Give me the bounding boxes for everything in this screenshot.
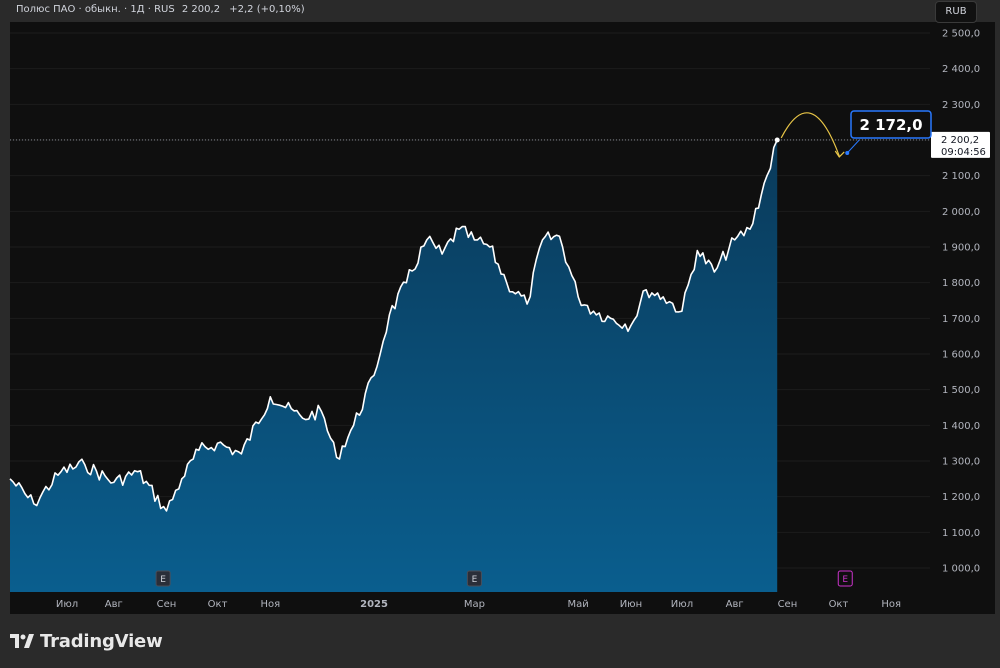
price-area: [9, 139, 778, 592]
current-price-value: 2 200,2: [941, 135, 979, 146]
currency-button[interactable]: RUB: [935, 1, 977, 23]
current-price-time: 09:04:56: [941, 147, 986, 158]
time-tick-label: Авг: [105, 599, 123, 610]
time-tick-label: Окт: [829, 599, 849, 610]
earnings-marker-box[interactable]: [466, 570, 482, 587]
time-tick-label: Май: [568, 599, 589, 610]
price-tick-label: 2 400,0: [942, 64, 980, 75]
time-tick-label: Июл: [56, 599, 78, 610]
time-tick-label: Сен: [157, 599, 177, 610]
price-tick-label: 2 500,0: [942, 29, 980, 40]
time-tick-label: 2025: [360, 599, 388, 610]
price-tick-label: 2 100,0: [942, 171, 980, 182]
price-tick-label: 1 500,0: [942, 385, 980, 396]
area-fill: [10, 140, 778, 592]
price-line: [9, 139, 778, 512]
price-tick-label: 1 200,0: [942, 492, 980, 503]
earnings-marker-label: E: [160, 575, 166, 585]
price-tick-label: 1 400,0: [942, 421, 980, 432]
symbol-header[interactable]: Полюс ПАО · обыкн. · 1Д · RUS 2 200,2 +2…: [16, 4, 305, 18]
last-price: 2 200,2: [181, 4, 221, 15]
price-tick-label: 1 300,0: [942, 457, 980, 468]
price-tick-label: 1 600,0: [942, 350, 980, 361]
price-axis[interactable]: [930, 22, 995, 614]
symbol-title[interactable]: Полюс ПАО · обыкн. · 1Д · RUS: [16, 4, 175, 15]
price-overlays: 2 200,209:04:56 2 172,0: [10, 110, 990, 158]
price-axis-ticks: 2 500,02 400,02 300,02 200,02 100,02 000…: [942, 29, 980, 575]
price-tick-label: 2 300,0: [942, 100, 980, 111]
earnings-marker[interactable]: E: [155, 570, 171, 587]
time-axis-background: [10, 592, 930, 614]
forecast-connector: [846, 139, 860, 154]
current-price-tag: [931, 131, 990, 158]
last-point: [774, 137, 780, 143]
price-tick-label: 1 700,0: [942, 314, 980, 325]
earnings-marker-box[interactable]: [155, 570, 171, 587]
forecast-label-text: 2 172,0: [859, 116, 922, 134]
time-tick-label: Июл: [671, 599, 693, 610]
tradingview-logo[interactable]: TradingView: [10, 629, 163, 653]
time-tick-label: Июн: [620, 599, 642, 610]
time-tick-label: Авг: [726, 599, 744, 610]
forecast-arrow-head: [834, 150, 845, 158]
time-tick-label: Ноя: [260, 599, 280, 610]
forecast-label-box[interactable]: [850, 110, 932, 139]
price-tick-label: 1 900,0: [942, 243, 980, 254]
logo-text: TradingView: [40, 630, 163, 652]
time-tick-label: Сен: [778, 599, 798, 610]
forecast-arrow: [780, 112, 840, 157]
earnings-marker-label: E: [842, 575, 848, 585]
tradingview-logo-icon: [10, 634, 34, 648]
price-tick-label: 1 800,0: [942, 278, 980, 289]
earnings-marker[interactable]: E: [837, 570, 853, 587]
time-tick-label: Окт: [208, 599, 228, 610]
time-axis[interactable]: Июл Авг Сен Окт Ноя 2025 Мар Май Июн Июл Авг Сен Окт…: [10, 592, 930, 614]
earnings-marker-label: E: [472, 575, 478, 585]
time-tick-label: Мар: [464, 599, 485, 610]
earnings-marker-box[interactable]: [837, 570, 853, 587]
earnings-marker[interactable]: E: [466, 570, 482, 587]
price-tick-label: 2 000,0: [942, 207, 980, 218]
time-tick-label: Ноя: [881, 599, 901, 610]
price-change: +2,2 (+0,10%): [229, 4, 305, 15]
price-tick-label: 1 100,0: [942, 528, 980, 539]
price-tick-label: 1 000,0: [942, 564, 980, 575]
